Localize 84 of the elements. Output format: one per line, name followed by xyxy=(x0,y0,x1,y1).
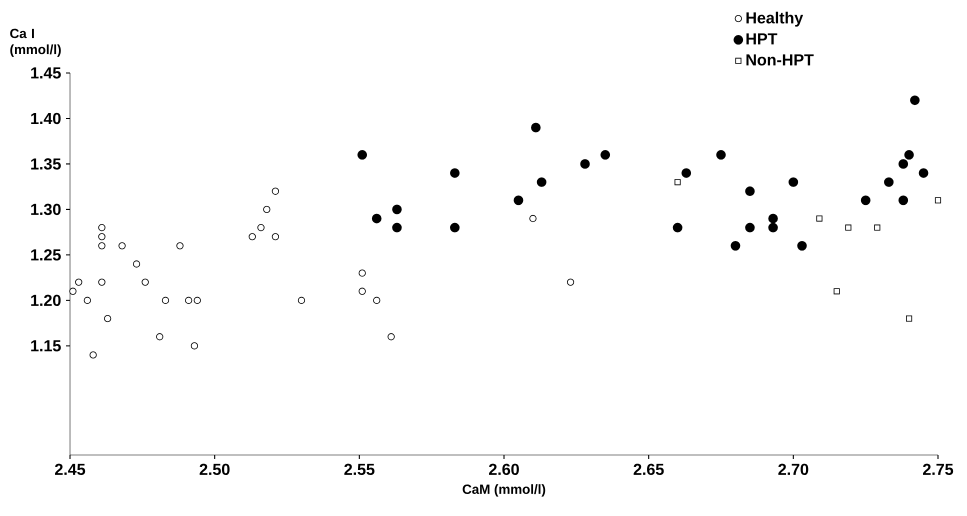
point xyxy=(263,206,270,214)
y-tick-label: 1.15 xyxy=(31,340,61,352)
point xyxy=(373,296,380,304)
point xyxy=(132,260,140,268)
point xyxy=(845,224,852,231)
point xyxy=(98,224,106,232)
point xyxy=(84,296,91,304)
point xyxy=(797,241,807,251)
point xyxy=(185,296,192,304)
point xyxy=(745,222,755,232)
point xyxy=(69,288,76,295)
point xyxy=(716,150,726,160)
x-tick-label: 2.70 xyxy=(778,464,808,476)
point xyxy=(768,222,778,232)
x-tick-label: 2.45 xyxy=(55,464,86,476)
point xyxy=(906,316,912,322)
y-tick-label: 1.25 xyxy=(31,249,61,261)
legend-label: Non-HPT xyxy=(746,54,814,66)
point xyxy=(874,224,880,231)
point xyxy=(118,242,126,250)
point xyxy=(98,278,106,286)
point xyxy=(580,159,590,169)
point xyxy=(531,122,541,132)
point xyxy=(104,314,112,322)
point xyxy=(358,288,366,295)
point xyxy=(514,196,524,206)
point xyxy=(681,168,692,178)
y-axis-title: Ca I (mmol/l) xyxy=(10,28,61,57)
point xyxy=(860,196,870,206)
point xyxy=(194,296,201,304)
point xyxy=(600,150,610,160)
y-tick-label: 1.30 xyxy=(31,204,61,216)
point xyxy=(142,278,149,286)
point xyxy=(674,179,681,186)
point xyxy=(90,351,97,359)
point xyxy=(388,333,395,340)
point xyxy=(904,150,914,160)
point xyxy=(672,222,682,232)
point xyxy=(898,196,908,206)
point xyxy=(450,168,460,178)
point xyxy=(75,278,82,286)
legend-label: HPT xyxy=(746,33,778,44)
x-tick-label: 2.55 xyxy=(344,464,374,476)
point xyxy=(98,242,106,250)
x-tick-label: 2.65 xyxy=(634,464,664,476)
point xyxy=(357,150,368,160)
y-tick-label: 1.20 xyxy=(31,294,61,306)
point xyxy=(834,288,840,294)
point xyxy=(450,222,460,232)
x-tick-label: 2.60 xyxy=(489,464,519,476)
point xyxy=(918,168,928,178)
point xyxy=(272,233,280,240)
point xyxy=(190,342,198,350)
point xyxy=(788,177,798,187)
point xyxy=(176,242,184,250)
y-tick-label: 1.35 xyxy=(31,158,61,170)
point xyxy=(272,188,280,195)
point xyxy=(392,222,402,232)
y-tick-label: 1.40 xyxy=(31,112,61,124)
point xyxy=(529,214,537,222)
point xyxy=(248,233,256,240)
point xyxy=(257,224,265,232)
point xyxy=(730,241,740,251)
point xyxy=(372,214,382,224)
point xyxy=(934,197,942,204)
point xyxy=(536,177,546,187)
point xyxy=(392,204,402,214)
point xyxy=(884,177,894,187)
point xyxy=(98,233,106,240)
point xyxy=(910,95,920,106)
point xyxy=(816,215,822,222)
point xyxy=(156,333,164,340)
point xyxy=(745,186,755,196)
x-axis-title: CaM (mmol/l) xyxy=(462,484,546,497)
point xyxy=(566,278,574,286)
point xyxy=(358,269,366,277)
point xyxy=(162,296,170,304)
legend-label: Healthy xyxy=(746,12,804,27)
x-tick-label: 2.75 xyxy=(922,464,954,476)
y-tick-label: 1.45 xyxy=(31,67,61,79)
x-tick-label: 2.50 xyxy=(200,464,230,476)
point xyxy=(898,159,908,169)
point xyxy=(768,214,778,224)
point xyxy=(298,296,306,304)
